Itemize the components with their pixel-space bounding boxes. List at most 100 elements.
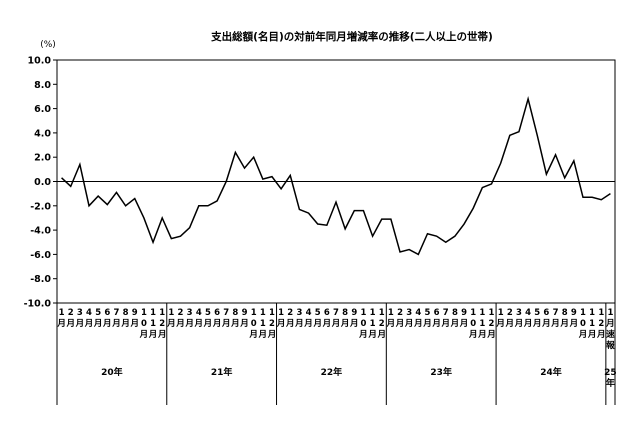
month-suffix-label: 月 [111,319,121,329]
month-tick-label: 1 [251,308,257,318]
year-label-suffix: 年 [606,377,615,389]
month-tick-label: 1 [260,308,266,318]
month-tick-label: 1 [479,319,485,329]
month-tick-label: 4 [196,308,202,318]
month-suffix-label: 月 [541,319,551,329]
month-tick-label: 2 [68,308,74,318]
month-suffix-label: 月 [175,319,185,329]
month-tick-label: 2 [397,308,403,318]
month-tick-label: 2 [178,308,184,318]
month-tick-label: 8 [452,308,458,318]
month-suffix-label: 月 [203,319,213,329]
month-suffix-label: 月 [248,330,258,340]
y-tick-label: 0.0 [34,177,51,188]
month-tick-label: 1 [607,308,613,318]
month-tick-label: 9 [242,308,248,318]
month-suffix-label: 月 [532,319,542,329]
month-tick-label: 1 [159,308,165,318]
month-suffix-label: 月 [322,319,332,329]
month-suffix-label: 月 [486,330,496,340]
month-suffix-label: 月 [495,319,505,329]
month-suffix-label: 月 [56,319,66,329]
month-suffix-label: 月 [75,319,85,329]
y-axis-unit: (%) [40,40,56,50]
month-suffix-label: 月 [395,319,405,329]
month-tick-label: 2 [379,319,385,329]
month-suffix-label: 月 [523,319,533,329]
month-suffix-label: 月 [267,330,277,340]
month-tick-label: 4 [306,308,312,318]
month-suffix-label: 月 [129,319,139,329]
month-tick-label: 4 [415,308,421,318]
month-tick-label: 1 [470,308,476,318]
y-tick-label: 8.0 [34,80,51,91]
month-suffix-label: 月 [605,319,615,329]
month-tick-label: 5 [425,308,431,318]
month-tick-label: 3 [187,308,193,318]
month-suffix-label: 月 [367,330,377,340]
month-suffix-label: 月 [157,330,167,340]
month-suffix-label: 月 [184,319,194,329]
month-tick-label: 1 [388,308,394,318]
month-suffix-label: 月 [120,319,130,329]
month-suffix-label: 月 [404,319,414,329]
month-tick-label: 2 [489,319,495,329]
month-tick-label: 9 [571,308,577,318]
year-label: 24年 [540,366,562,378]
series-line [61,95,611,256]
month-tick-label: 3 [296,308,302,318]
month-tick-label: 1 [589,308,595,318]
year-label: 21年 [211,366,233,378]
month-tick-label: 8 [342,308,348,318]
month-suffix-label: 月 [239,319,249,329]
month-suffix-label: 月 [102,319,112,329]
month-tick-label: 8 [123,308,129,318]
month-tick-label: 1 [150,319,156,329]
month-suffix-label: 月 [550,319,560,329]
month-tick-label: 0 [141,319,147,329]
month-suffix-label: 月 [303,319,313,329]
y-tick-label: -2.0 [30,201,51,212]
month-tick-label: 1 [150,308,156,318]
month-suffix-label: 月 [477,330,487,340]
month-tick-label: 2 [507,308,513,318]
month-tick-label: 1 [598,308,604,318]
month-tick-label: 2 [598,319,604,329]
month-tick-label: 1 [168,308,174,318]
month-tick-label: 2 [159,319,165,329]
y-tick-label: -10.0 [24,299,52,310]
preliminary-note: 速 [606,329,615,340]
month-suffix-label: 月 [459,319,469,329]
month-tick-label: 3 [77,308,83,318]
month-tick-label: 5 [534,308,540,318]
month-suffix-label: 月 [559,319,569,329]
month-suffix-label: 月 [441,319,451,329]
month-tick-label: 7 [113,308,119,318]
month-tick-label: 2 [269,319,275,329]
month-tick-label: 9 [132,308,138,318]
month-tick-label: 8 [562,308,568,318]
month-tick-label: 1 [589,319,595,329]
month-suffix-label: 月 [84,319,94,329]
month-tick-label: 4 [86,308,92,318]
month-suffix-label: 月 [230,319,240,329]
month-tick-label: 1 [59,308,65,318]
year-label: 25 [604,368,617,378]
y-tick-label: 6.0 [34,104,51,115]
month-tick-label: 6 [543,308,549,318]
month-tick-label: 0 [470,319,476,329]
month-suffix-label: 月 [386,319,396,329]
month-suffix-label: 月 [349,319,359,329]
month-suffix-label: 月 [139,330,149,340]
month-tick-label: 7 [443,308,449,318]
month-tick-label: 7 [333,308,339,318]
month-suffix-label: 月 [258,330,268,340]
month-tick-label: 0 [251,319,257,329]
month-tick-label: 4 [525,308,531,318]
month-tick-label: 1 [489,308,495,318]
month-suffix-label: 月 [276,319,286,329]
month-tick-label: 1 [370,308,376,318]
month-tick-label: 6 [434,308,440,318]
month-suffix-label: 月 [358,330,368,340]
